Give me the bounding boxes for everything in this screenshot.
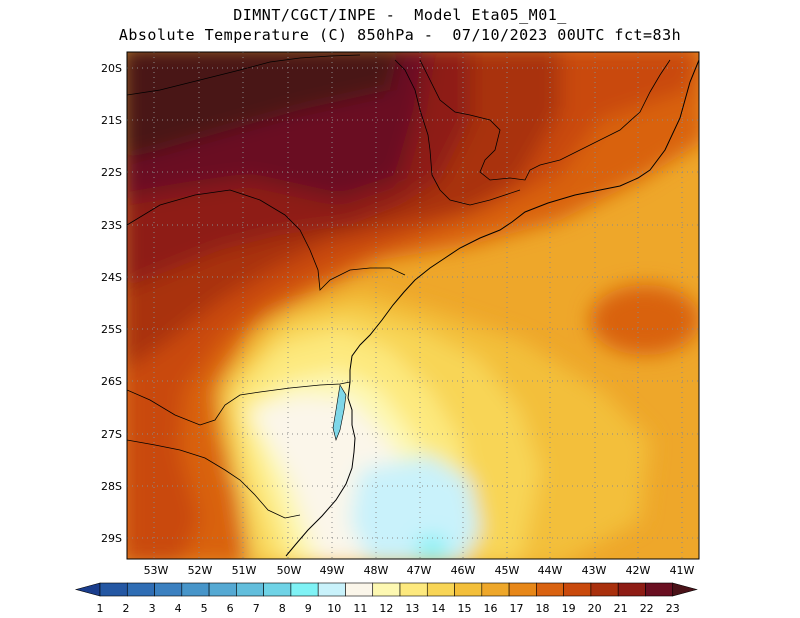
colorbar-label: 2	[123, 602, 130, 615]
longitude-labels: 53W 52W 51W 50W 49W 48W 47W 46W 45W 44W …	[144, 564, 695, 577]
colorbar-label: 14	[431, 602, 445, 615]
colorbar-segment	[426, 582, 455, 597]
colorbar-label: 22	[640, 602, 654, 615]
colorbar-label: 9	[305, 602, 312, 615]
lat-label: 24S	[101, 271, 122, 284]
lon-label: 52W	[188, 564, 213, 577]
state-borders	[127, 54, 671, 519]
lon-label: 53W	[144, 564, 169, 577]
colorbar-label: 11	[353, 602, 367, 615]
lat-label: 29S	[101, 532, 122, 545]
map-title-line2: Absolute Temperature (C) 850hPa - 07/10/…	[118, 26, 682, 44]
lon-label: 51W	[232, 564, 257, 577]
lon-label: 45W	[495, 564, 520, 577]
colorbar-label: 3	[149, 602, 156, 615]
colorbar-segment	[536, 582, 564, 597]
latitude-labels: 20S 21S 22S 23S 24S 25S 26S 27S 28S 29S	[101, 62, 122, 545]
lat-label: 27S	[101, 428, 122, 441]
map-title-line1: DIMNT/CGCT/INPE - Model Eta05_M01_	[233, 6, 567, 24]
colorbar-label: 16	[483, 602, 497, 615]
map-frame	[126, 51, 700, 560]
temperature-field	[127, 52, 699, 559]
colorbar-label: 10	[327, 602, 341, 615]
colorbar-segment	[454, 582, 483, 597]
colorbar-segment	[154, 582, 183, 597]
lat-label: 23S	[101, 219, 122, 232]
lon-label: 47W	[407, 564, 432, 577]
lon-label: 49W	[320, 564, 345, 577]
colorbar-label: 23	[666, 602, 680, 615]
colorbar-label: 5	[201, 602, 208, 615]
lon-label: 44W	[538, 564, 563, 577]
colorbar-segment	[590, 582, 619, 597]
colorbar-label: 13	[405, 602, 419, 615]
colorbar: 1 2 3 4 5 6 7 8 9 10 11 12 13 14 15 16 17 18 19 20 21 22 23	[74, 582, 698, 615]
colorbar-segment	[372, 582, 401, 597]
colorbar-arrow-right	[672, 582, 698, 597]
lon-label: 46W	[451, 564, 476, 577]
colorbar-label: 17	[510, 602, 524, 615]
colorbar-segment	[508, 582, 537, 597]
colorbar-label: 12	[379, 602, 393, 615]
colorbar-segment	[399, 582, 428, 597]
lat-label: 25S	[101, 323, 122, 336]
lon-label: 43W	[582, 564, 607, 577]
colorbar-segment	[317, 582, 346, 597]
colorbar-segment	[481, 582, 510, 597]
lagoon	[332, 384, 347, 441]
colorbar-segment	[345, 582, 374, 597]
lat-label: 20S	[101, 62, 122, 75]
colorbar-segment	[563, 582, 592, 597]
colorbar-label: 21	[614, 602, 628, 615]
colorbar-label: 8	[279, 602, 286, 615]
coastline	[285, 59, 699, 557]
colorbar-segment	[645, 582, 674, 597]
colorbar-label: 6	[227, 602, 234, 615]
lon-label: 41W	[670, 564, 695, 577]
lat-label: 28S	[101, 480, 122, 493]
colorbar-segment	[236, 582, 264, 597]
colorbar-label: 1	[97, 602, 104, 615]
colorbar-arrow-left	[74, 582, 101, 597]
lat-label: 26S	[101, 375, 122, 388]
colorbar-segment	[290, 582, 319, 597]
graticule	[127, 52, 699, 559]
lon-label: 50W	[277, 564, 302, 577]
colorbar-label: 4	[175, 602, 182, 615]
colorbar-label: 18	[536, 602, 550, 615]
lat-label: 22S	[101, 166, 122, 179]
colorbar-segment	[99, 582, 128, 597]
colorbar-label: 15	[457, 602, 471, 615]
lat-label: 21S	[101, 114, 122, 127]
colorbar-label: 20	[588, 602, 602, 615]
colorbar-segment	[263, 582, 292, 597]
colorbar-segment	[126, 582, 155, 597]
colorbar-segment	[181, 582, 210, 597]
lon-label: 42W	[626, 564, 651, 577]
colorbar-segment	[617, 582, 646, 597]
colorbar-label: 19	[562, 602, 576, 615]
colorbar-segment	[208, 582, 237, 597]
colorbar-label: 7	[253, 602, 260, 615]
lon-label: 48W	[364, 564, 389, 577]
